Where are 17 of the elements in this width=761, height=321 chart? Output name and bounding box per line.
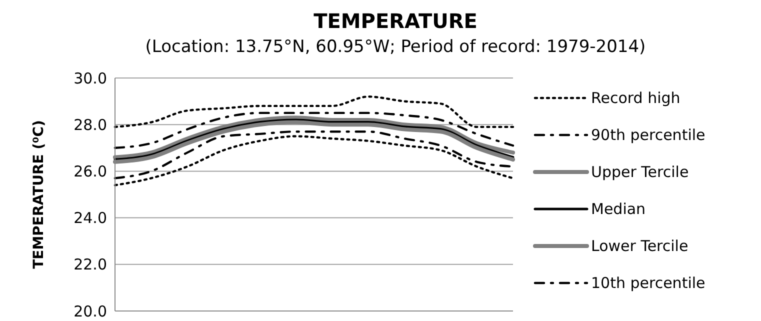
y-tick-label: 28.0 [74, 116, 107, 134]
y-tick-label: 24.0 [74, 209, 107, 228]
y-tick-label: 26.0 [74, 162, 107, 181]
y-tick-label: 30.0 [74, 69, 107, 88]
line-series [114, 112, 514, 149]
y-axis-title: TEMPERATURE (⁰C) [30, 120, 47, 269]
y-tick-label: 22.0 [74, 256, 107, 274]
chart-title: TEMPERATURE [312, 8, 478, 34]
line-series [114, 96, 514, 128]
y-tick-label: 20.0 [74, 302, 107, 320]
legend-label: Record high [591, 88, 680, 106]
legend-label: Lower Tercile [591, 236, 688, 254]
legend-label: 10th percentile [591, 274, 706, 292]
legend-label: Median [591, 200, 646, 218]
legend-label: Upper Tercile [591, 162, 689, 180]
legend-label: 90th percentile [591, 126, 706, 144]
chart-subtitle: (Location: 13.75°N, 60.95°W; Period of record: 1979-2014) [144, 36, 647, 59]
